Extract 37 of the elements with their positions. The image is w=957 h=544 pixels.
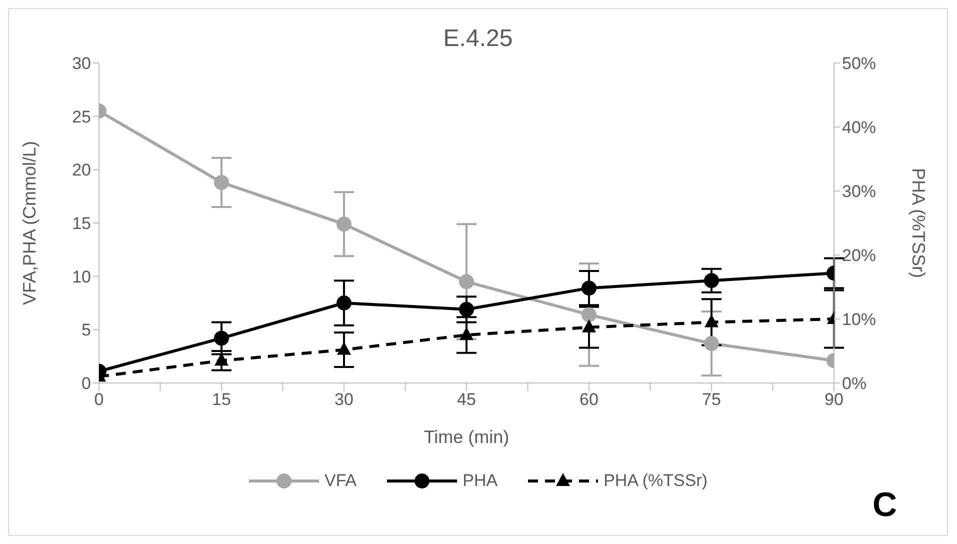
point (459, 302, 474, 317)
point (582, 280, 596, 296)
y2-tick-label: 10% (842, 310, 876, 330)
y-tick-label: 15 (72, 214, 91, 234)
x-axis-title: Time (min) (424, 427, 510, 447)
point (582, 319, 596, 332)
y2-tick-label: 0% (842, 374, 867, 394)
x-tick-label: 30 (334, 390, 354, 410)
y2-tick-label: 20% (842, 246, 876, 266)
chart-title: E.4.25 (442, 24, 514, 53)
x-tick-label: 15 (212, 390, 231, 410)
y-tick-label: 20 (72, 160, 91, 180)
legend-label: PHA (%TSSr) (604, 471, 708, 491)
point (336, 216, 352, 232)
legend-label: VFA (324, 471, 357, 491)
y-axis-title: VFA,PHA (Cmmol/L) (19, 140, 40, 306)
y-tick-label: 5 (82, 320, 91, 340)
point (582, 307, 596, 322)
point (460, 327, 474, 340)
point (459, 274, 474, 290)
legend-label: PHA (462, 471, 498, 491)
y-tick-label: 10 (72, 267, 91, 286)
y-tick-label: 0 (82, 374, 91, 394)
point (336, 296, 352, 310)
y2-tick-label: 40% (842, 118, 876, 138)
x-tick-label: 45 (457, 390, 476, 410)
x-tick-label: 60 (580, 390, 598, 410)
x-tick-label: 90 (824, 390, 844, 410)
y2-tick-label: 50% (842, 54, 876, 74)
text: C (872, 486, 897, 525)
point (337, 342, 351, 355)
y-tick-label: 25 (72, 107, 91, 126)
y-tick-label: 30 (72, 54, 91, 74)
x-tick-label: 75 (702, 390, 721, 410)
x-tick-label: 0 (94, 390, 104, 410)
y2-tick-label: 30% (842, 182, 876, 202)
y2-axis-title: PHA (%TSSr) (908, 168, 929, 278)
